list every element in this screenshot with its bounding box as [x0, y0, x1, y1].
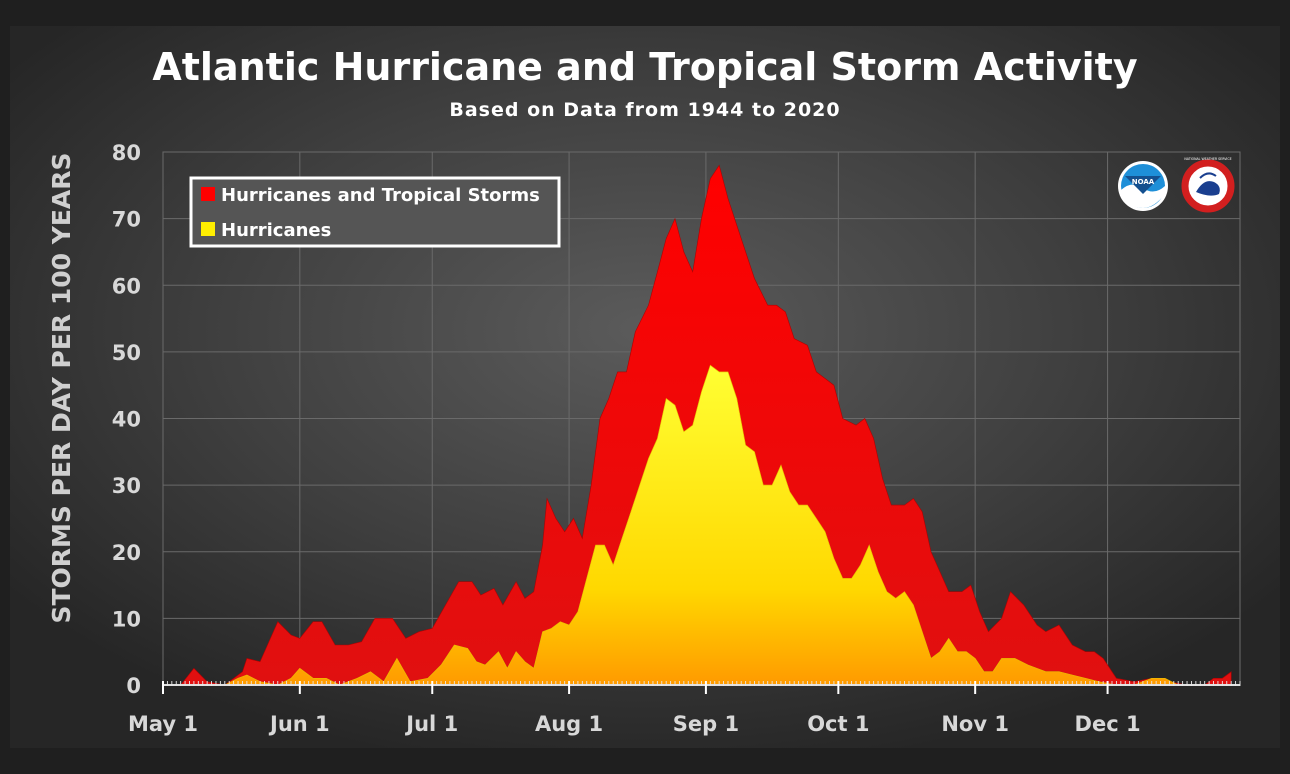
x-tick-label: Jul 1	[404, 712, 458, 736]
legend: Hurricanes and Tropical Storms Hurricane…	[189, 176, 561, 248]
x-tick-label: Nov 1	[941, 712, 1009, 736]
y-tick-label: 70	[112, 208, 141, 232]
nws-logo-text: NATIONAL WEATHER SERVICE	[1184, 157, 1231, 161]
y-tick-label: 80	[112, 141, 141, 165]
noaa-logo: NOAA	[1118, 161, 1168, 211]
legend-label-hurricanes-and-tropical-storms: Hurricanes and Tropical Storms	[221, 185, 540, 206]
legend-swatch-hurricanes-and-tropical-storms	[201, 187, 215, 201]
y-tick-label: 0	[126, 674, 141, 698]
legend-label-hurricanes: Hurricanes	[221, 220, 331, 241]
chart-title: Atlantic Hurricane and Tropical Storm Ac…	[152, 45, 1137, 89]
plot-areas	[163, 164, 1240, 686]
legend-box	[189, 176, 561, 248]
y-tick-label: 30	[112, 474, 141, 498]
x-ticks: May 1 Jun 1 Jul 1 Aug 1 Sep 1 Oct 1 Nov 1 Dec 1	[128, 712, 1141, 736]
nws-logo: NATIONAL WEATHER SERVICE	[1181, 157, 1235, 213]
axes	[162, 681, 1241, 694]
y-ticks: 0 10 20 30 40 50 60 70 80	[112, 141, 141, 698]
x-tick-label: Aug 1	[535, 712, 603, 736]
y-tick-label: 60	[112, 274, 141, 298]
y-tick-label: 10	[112, 607, 141, 631]
chart-subtitle: Based on Data from 1944 to 2020	[449, 99, 840, 121]
y-tick-label: 20	[112, 541, 141, 565]
x-tick-label: Dec 1	[1075, 712, 1141, 736]
legend-swatch-hurricanes	[201, 222, 215, 236]
noaa-logo-text: NOAA	[1132, 178, 1155, 186]
y-tick-label: 50	[112, 341, 141, 365]
x-tick-label: Oct 1	[807, 712, 869, 736]
y-axis-label: STORMS PER DAY PER 100 YEARS	[47, 152, 76, 623]
x-tick-label: Jun 1	[268, 712, 330, 736]
y-tick-label: 40	[112, 408, 141, 432]
area-hurricanes	[163, 364, 1240, 686]
x-tick-label: Sep 1	[673, 712, 739, 736]
x-tick-label: May 1	[128, 712, 198, 736]
